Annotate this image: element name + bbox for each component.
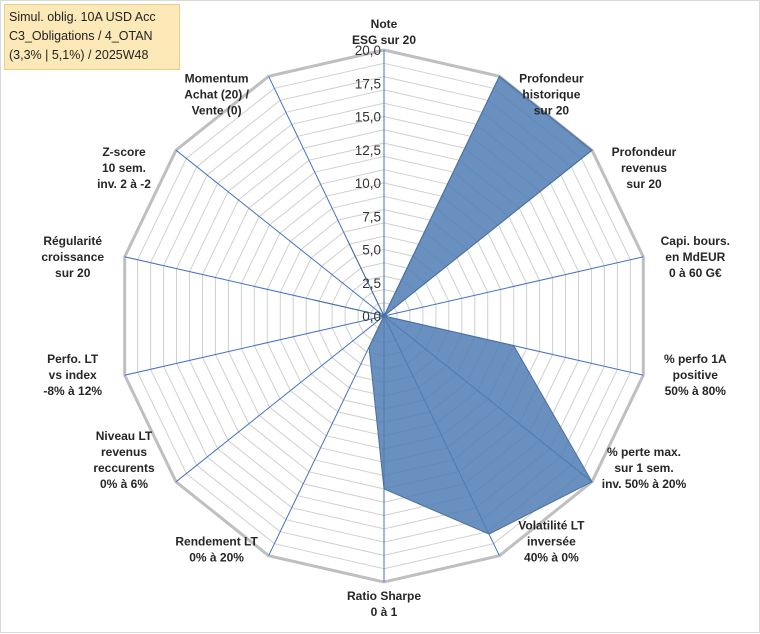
axis-label-line: 0 à 60 G€	[669, 266, 722, 280]
axis-label-line: Perfo. LT	[47, 352, 99, 366]
axis-label-line: sur 1 sem.	[614, 461, 673, 475]
axis-label-line: 0% à 20%	[189, 551, 244, 565]
tick-label: 10,0	[355, 176, 381, 191]
axis-label-line: 40% à 0%	[524, 551, 579, 565]
axis-label-line: 10 sem.	[102, 161, 146, 175]
axis-label-line: Achat (20) /	[184, 87, 249, 101]
axis-label-line: Régularité	[43, 234, 102, 248]
axis-label-line: -8% à 12%	[43, 384, 102, 398]
title-line-2: C3_Obligations / 4_OTAN	[9, 27, 179, 46]
axis-label-line: Niveau LT	[96, 429, 153, 443]
tick-label: 2,5	[362, 276, 381, 291]
axis-label: Profondeur revenus sur 20	[612, 145, 677, 191]
axis-label-line: Volatilité LT	[518, 519, 585, 533]
tick-label: 12,5	[355, 143, 381, 158]
axis-label-line: sur 20	[55, 266, 91, 280]
axis-label: Rendement LT 0% à 20%	[175, 535, 258, 565]
axis-label-line: revenus	[101, 445, 147, 459]
axis-label-line: 0 à 1	[371, 605, 398, 619]
axis-label-line: vs index	[49, 368, 97, 382]
axis-label-line: Vente (0)	[192, 103, 242, 117]
axis-label-line: inv. 50% à 20%	[602, 477, 687, 491]
axis-label-line: historique	[522, 87, 580, 101]
axis-label-line: inversée	[527, 535, 576, 549]
axis-label: Volatilité LT inversée 40% à 0%	[518, 519, 585, 565]
chart-title-box: Simul. oblig. 10A USD Acc C3_Obligations…	[4, 4, 180, 70]
axis-spoke	[176, 316, 384, 482]
axis-label-line: positive	[673, 368, 719, 382]
tick-label: 5,0	[362, 243, 381, 258]
axis-label-line: 50% à 80%	[665, 384, 727, 398]
axis-label-line: Ratio Sharpe	[347, 589, 421, 603]
axis-label-line: en MdEUR	[665, 250, 725, 264]
axis-spoke	[176, 150, 384, 316]
title-line-1: Simul. oblig. 10A USD Acc	[9, 8, 179, 27]
axis-label: Niveau LT revenus reccurents 0% à 6%	[93, 429, 155, 491]
axis-label: Note ESG sur 20	[352, 17, 416, 47]
tick-layer: 0,02,55,07,510,012,515,017,520,0	[355, 43, 381, 324]
axis-label-line: % perte max.	[607, 445, 681, 459]
tick-label: 0,0	[362, 309, 381, 324]
axis-label-line: inv. 2 à -2	[97, 177, 151, 191]
axis-label-line: Capi. bours.	[661, 234, 730, 248]
axis-label-line: Rendement LT	[175, 535, 258, 549]
axis-label-line: Z-score	[102, 145, 146, 159]
axis-label-line: 0% à 6%	[100, 477, 148, 491]
axis-label-line: Profondeur	[612, 145, 677, 159]
axis-label-line: Note	[371, 17, 398, 31]
axis-label: % perte max. sur 1 sem. inv. 50% à 20%	[602, 445, 687, 491]
tick-label: 7,5	[362, 209, 381, 224]
axis-label-line: sur 20	[534, 103, 570, 117]
axis-label-line: sur 20	[626, 177, 662, 191]
axis-label: Ratio Sharpe 0 à 1	[347, 589, 421, 619]
axis-label-line: ESG sur 20	[352, 33, 416, 47]
axis-label: Perfo. LT vs index -8% à 12%	[43, 352, 102, 398]
axis-label-line: Momentum	[185, 71, 249, 85]
title-line-3: (3,3% | 5,1%) / 2025W48	[9, 46, 179, 65]
axis-label-line: revenus	[621, 161, 667, 175]
axis-label-line: Profondeur	[519, 71, 584, 85]
axis-label: Capi. bours. en MdEUR 0 à 60 G€	[661, 234, 730, 280]
axis-label-line: croissance	[41, 250, 104, 264]
axis-label-line: % perfo 1A	[664, 352, 727, 366]
axis-label: Z-score 10 sem. inv. 2 à -2	[97, 145, 151, 191]
axis-label: Régularité croissance sur 20	[41, 234, 104, 280]
tick-label: 15,0	[355, 110, 381, 125]
tick-label: 17,5	[355, 76, 381, 91]
axis-label: Momentum Achat (20) / Vente (0)	[184, 71, 249, 117]
axis-label-line: reccurents	[93, 461, 155, 475]
axis-label: % perfo 1A positive 50% à 80%	[664, 352, 727, 398]
